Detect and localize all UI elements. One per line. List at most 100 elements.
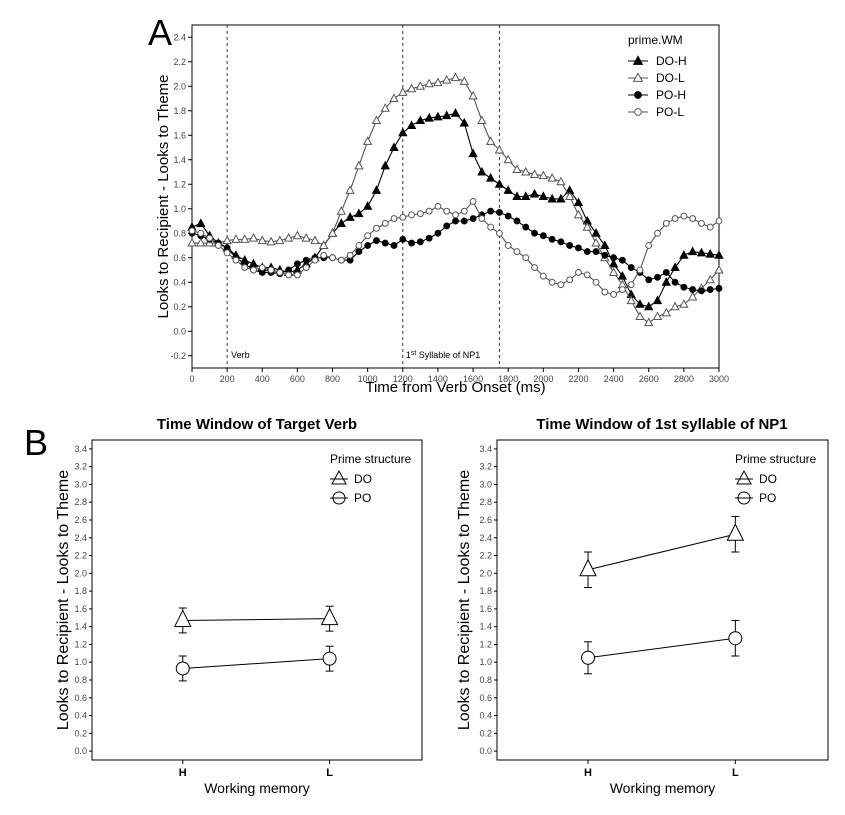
chart-a-legend-title: prime.WM [628, 33, 683, 47]
chart-a-data-point [705, 248, 715, 258]
chart-a-data-point [267, 266, 275, 274]
chart-a-xtick-label: 1800 [498, 374, 518, 384]
chart-a-data-point [285, 271, 293, 279]
chart-a-data-point [459, 117, 469, 127]
chart-a-vline-label-verb: Verb [231, 350, 250, 360]
chart-a-data-point [248, 232, 259, 242]
chart-a-legend-marker [632, 72, 644, 82]
chart-a-xtick-label: 200 [220, 374, 235, 384]
chart-b1-xlabel: Working memory [204, 780, 310, 796]
chart-b2-ytick-label: 3.0 [479, 479, 492, 489]
chart-a-data-point [345, 212, 355, 221]
chart-b2-ytick-label: 0.4 [479, 711, 492, 721]
chart-a-data-point [364, 232, 372, 240]
chart-b2-title: Time Window of 1st syllable of NP1 [536, 416, 787, 433]
chart-a-legend-label: PO-H [656, 88, 686, 102]
chart-b2-series-line [587, 533, 736, 571]
chart-a-data-point [232, 256, 240, 264]
chart-a-data-point [547, 193, 557, 203]
chart-a-data-point [583, 271, 591, 279]
chart-b1-ytick-label: 2.0 [74, 568, 87, 578]
chart-a-data-point [275, 235, 285, 245]
chart-b2-legend-label: DO [759, 472, 777, 486]
chart-a-data-point [424, 112, 434, 122]
chart-b2-legend-label: PO [759, 491, 776, 505]
chart-a-data-point [415, 81, 426, 90]
chart-a-data-point [538, 191, 549, 200]
chart-b2-ytick-label: 2.6 [479, 515, 492, 525]
chart-a-data-point [608, 258, 619, 268]
chart-a-data-point [223, 249, 231, 257]
chart-a-data-point [231, 234, 241, 243]
chart-a-data-point [689, 286, 697, 294]
chart-a-data-point [591, 228, 601, 237]
chart-a-data-point [618, 256, 626, 264]
chart-a-data-point [696, 247, 707, 257]
chart-a-data-point [398, 127, 408, 137]
chart-b1-ytick-label: 0.6 [74, 693, 87, 703]
chart-a-data-point [531, 264, 538, 271]
chart-a-data-point [320, 251, 328, 259]
chart-a-data-point [460, 207, 468, 215]
chart-b2-series-do [579, 515, 745, 589]
chart-a-data-point [187, 237, 197, 247]
chart-a-data-point [715, 284, 723, 292]
chart-a-data-point [240, 234, 250, 243]
chart-a-data-point [494, 179, 505, 188]
chart-a-data-point [504, 212, 512, 220]
chart-a-data-point [671, 278, 679, 286]
chart-a-data-point [652, 295, 663, 305]
chart-a-data-point [644, 317, 654, 327]
chart-a-data-point [478, 215, 486, 222]
chart-a-data-point [529, 188, 540, 198]
chart-a-data-point [337, 256, 345, 264]
chart-a-data-point [548, 235, 556, 243]
chart-a-data-point [381, 220, 389, 227]
chart-a-data-point [662, 269, 670, 276]
chart-a-ytick-label: 0.4 [173, 277, 186, 287]
chart-a-data-point [250, 266, 257, 274]
chart-a-data-point [548, 278, 556, 286]
chart-a-ytick-label: 2.4 [173, 32, 186, 42]
chart-a-data-point [522, 223, 530, 231]
chart-a-data-point [715, 217, 723, 225]
chart-b1-data-point [322, 651, 337, 666]
chart-b1-xtick-label: H [179, 767, 187, 779]
chart-a-data-point [654, 229, 661, 237]
chart-a-data-point [531, 229, 538, 237]
chart-b1-ytick-label: 1.4 [74, 622, 87, 632]
chart-a-data-point [293, 260, 301, 268]
chart-b1-ylabel: Looks to Recipient - Looks to Theme [55, 470, 72, 730]
chart-a-data-point [627, 281, 635, 289]
chart-a-data-point [644, 301, 654, 311]
panel-a-letter: A [148, 12, 173, 53]
chart-b1-ytick-label: 0.4 [74, 711, 87, 721]
chart-a-data-point [442, 110, 452, 120]
chart-a-data-point [266, 236, 276, 246]
chart-a-data-point [433, 77, 443, 87]
chart-a-data-point [494, 144, 505, 154]
chart-b1-ytick-label: 3.2 [74, 462, 87, 472]
chart-b2-np1-syllable: Time Window of 1st syllable of NP1 0.0 0.2… [456, 416, 829, 796]
chart-a-data-point [468, 90, 478, 100]
chart-a-data-point [521, 166, 531, 176]
chart-a-time-course: -0.2 0.0 0.2 0.4 0.6 0.8 1.0 1.2 1.4 1.6 1.8 2.0 2.2… [155, 24, 729, 396]
chart-a-data-point [452, 211, 459, 219]
chart-a-data-point [583, 248, 591, 256]
chart-a-data-point [399, 213, 407, 221]
chart-b1-ytick-label: 1.6 [74, 604, 87, 614]
chart-a-data-point [469, 215, 477, 222]
chart-a-data-point [652, 311, 663, 321]
chart-b2-ytick-label: 3.2 [479, 462, 492, 472]
chart-b1-plot-border [91, 439, 423, 761]
chart-a-data-point [362, 136, 373, 145]
chart-a-data-point [671, 215, 679, 222]
chart-a-ylabel: Looks to Recipient - Looks to Theme [155, 74, 172, 318]
chart-a-xtick-label: 1400 [428, 374, 448, 384]
chart-b2-data-point [579, 558, 597, 577]
chart-a-data-point [645, 276, 653, 284]
chart-a-data-point [513, 248, 521, 256]
chart-b1-data-point [173, 609, 192, 627]
chart-a-data-point [575, 269, 582, 276]
chart-a-data-point [258, 264, 266, 271]
